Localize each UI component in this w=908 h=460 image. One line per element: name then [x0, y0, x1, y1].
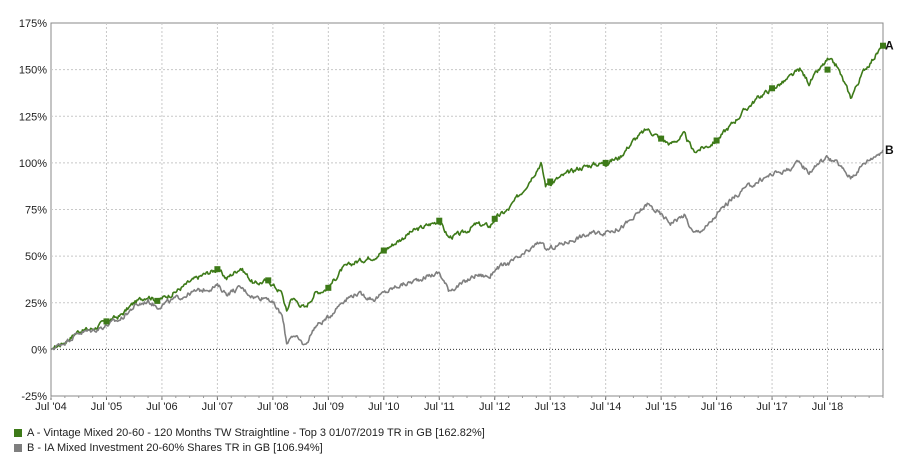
legend-item-a: A - Vintage Mixed 20-60 - 120 Months TW … — [14, 425, 485, 440]
series-marker — [491, 215, 498, 222]
y-tick-label: 150% — [19, 65, 47, 77]
series-lines — [50, 45, 884, 351]
series-marker — [880, 42, 886, 49]
y-tick-label: 50% — [25, 251, 47, 263]
legend-swatch — [14, 443, 22, 452]
series-marker — [325, 284, 332, 291]
x-tick-label: Jul '13 — [534, 401, 565, 413]
legend-label: A - Vintage Mixed 20-60 - 120 Months TW … — [27, 426, 485, 439]
y-tick-label: 100% — [19, 158, 47, 170]
legend: A - Vintage Mixed 20-60 - 120 Months TW … — [14, 425, 485, 455]
y-tick-label: -25% — [21, 391, 47, 403]
series-marker — [436, 217, 443, 224]
x-tick-label: Jul '18 — [812, 401, 843, 413]
x-tick-label: Jul '16 — [701, 401, 732, 413]
x-tick-label: Jul '15 — [645, 401, 676, 413]
x-tick-label: Jul '09 — [313, 401, 344, 413]
x-tick-label: Jul '17 — [756, 401, 787, 413]
axes: 175% 150% 125% 100% 75% 50% 25% 0% -25%Jul '04 Ju… — [19, 18, 884, 413]
series-marker — [265, 277, 272, 284]
series-marker — [658, 135, 665, 142]
x-tick-label: Jul '12 — [479, 401, 510, 413]
series-marker — [713, 137, 720, 144]
series-marker — [214, 266, 221, 273]
x-tick-label: Jul '10 — [368, 401, 399, 413]
series-marker — [380, 247, 387, 254]
legend-item-b: B - IA Mixed Investment 20-60% Shares TR… — [14, 440, 485, 455]
series-marker — [602, 159, 609, 166]
line-chart: 175% 150% 125% 100% 75% 50% 25% 0% -25%Jul '04 Ju… — [19, 18, 894, 413]
x-tick-label: Jul '08 — [257, 401, 288, 413]
x-tick-label: Jul '06 — [146, 401, 177, 413]
x-tick-label: Jul '14 — [590, 401, 621, 413]
y-tick-label: 75% — [25, 205, 47, 217]
series-line-b — [50, 149, 884, 351]
y-tick-label: 175% — [19, 18, 47, 30]
series-marker — [824, 66, 831, 73]
legend-swatch — [14, 428, 22, 437]
x-tick-label: Jul '11 — [424, 401, 455, 413]
series-markers — [103, 42, 886, 325]
series-marker — [103, 318, 110, 325]
y-tick-label: 25% — [25, 298, 47, 310]
y-tick-label: 125% — [19, 111, 47, 123]
x-tick-label: Jul '04 — [35, 401, 66, 413]
x-tick-label: Jul '05 — [91, 401, 122, 413]
end-label-a: A — [885, 39, 894, 53]
y-tick-label: 0% — [31, 344, 47, 356]
series-marker — [547, 178, 554, 185]
series-marker — [154, 297, 161, 304]
series-line-a — [50, 45, 884, 351]
grid — [50, 22, 884, 397]
legend-label: B - IA Mixed Investment 20-60% Shares TR… — [27, 441, 323, 454]
series-marker — [769, 85, 776, 92]
x-tick-label: Jul '07 — [202, 401, 233, 413]
end-label-b: B — [885, 143, 894, 157]
end-labels: AB — [885, 39, 894, 157]
